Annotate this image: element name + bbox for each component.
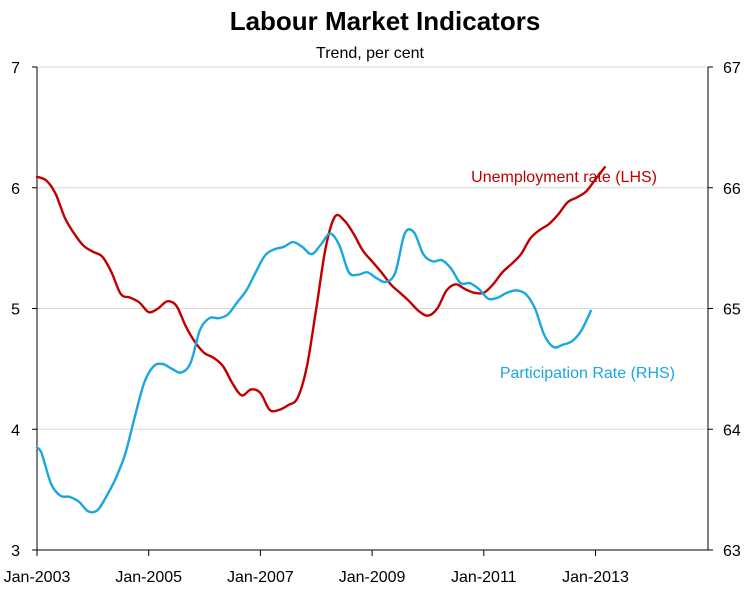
right-tick-label: 65 bbox=[723, 302, 741, 319]
chart-title: Labour Market Indicators bbox=[230, 6, 541, 36]
right-tick-label: 67 bbox=[723, 60, 741, 77]
participation-rate-line bbox=[35, 228, 592, 514]
right-tick-label: 63 bbox=[723, 543, 741, 560]
x-tick-label: Jan-2003 bbox=[4, 569, 71, 586]
unemployment-rate-line bbox=[35, 166, 606, 413]
unemployment-series-label: Unemployment rate (LHS) bbox=[471, 169, 657, 186]
left-tick-label: 4 bbox=[11, 422, 20, 439]
x-tick-label: Jan-2005 bbox=[115, 569, 182, 586]
x-tick-label: Jan-2009 bbox=[339, 569, 406, 586]
right-tick-label: 66 bbox=[723, 181, 741, 198]
x-axis-ticks: Jan-2003 Jan-2005 Jan-2007 Jan-2009 Jan-2011… bbox=[4, 550, 629, 586]
left-tick-label: 5 bbox=[11, 302, 20, 319]
participation-series-label: Participation Rate (RHS) bbox=[500, 365, 675, 382]
left-tick-label: 3 bbox=[11, 543, 20, 560]
left-axis-ticks: 3 4 5 6 7 bbox=[11, 60, 37, 560]
gridlines bbox=[37, 66, 708, 430]
right-tick-label: 64 bbox=[723, 422, 741, 439]
x-tick-label: Jan-2013 bbox=[562, 569, 629, 586]
series-lines bbox=[35, 166, 606, 514]
chart-subtitle: Trend, per cent bbox=[316, 45, 424, 62]
left-tick-label: 6 bbox=[11, 181, 20, 198]
x-tick-label: Jan-2011 bbox=[451, 569, 517, 586]
x-tick-label: Jan-2007 bbox=[227, 569, 294, 586]
left-tick-label: 7 bbox=[11, 60, 20, 77]
right-axis-ticks: 63 64 65 66 67 bbox=[708, 60, 741, 560]
